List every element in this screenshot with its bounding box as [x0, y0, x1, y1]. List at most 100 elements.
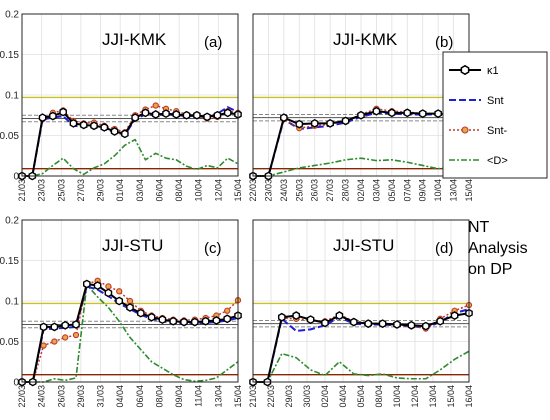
- axes-frame: [21, 219, 239, 383]
- point-sntm: [224, 307, 231, 314]
- legend-marker-kappa1: [460, 64, 470, 76]
- panel-letter: (c): [204, 240, 222, 257]
- y-tick-label: 0.2: [5, 10, 19, 21]
- panel-letter: (a): [204, 34, 222, 51]
- point-kappa1: [280, 113, 288, 123]
- x-tick-label: 04/04: [338, 385, 348, 408]
- legend-label-snt: Snt: [487, 95, 504, 107]
- x-tick-label: 27/03: [76, 179, 86, 202]
- x-tick-label: 15/04: [464, 179, 474, 202]
- y-tick-label: 0.1: [5, 297, 19, 308]
- x-tick-label: 10/04: [194, 179, 204, 202]
- x-tick-label: 23/03: [263, 179, 273, 202]
- x-tick-label: 03/04: [371, 179, 381, 202]
- point-kappa1: [201, 316, 210, 326]
- point-kappa1: [72, 320, 80, 329]
- x-tick-label: 25/03: [294, 179, 304, 202]
- point-kappa1: [434, 109, 442, 119]
- point-kappa1: [357, 110, 365, 120]
- point-kappa1: [151, 110, 160, 119]
- point-kappa1: [59, 107, 67, 117]
- point-kappa1: [321, 318, 329, 328]
- point-kappa1: [436, 316, 445, 326]
- point-kappa1: [141, 108, 150, 118]
- point-kappa1: [147, 312, 156, 322]
- x-tick-label: 24/03: [279, 179, 289, 202]
- point-sntm: [72, 331, 80, 339]
- point-kappa1: [277, 312, 286, 322]
- point-kappa1: [38, 113, 47, 123]
- x-tick-label: 31/03: [96, 385, 106, 408]
- x-tick-label: 02/04: [356, 179, 366, 202]
- panel-title: JJI-KMK: [102, 30, 167, 49]
- point-kappa1: [100, 122, 109, 132]
- x-tick-label: 06/04: [154, 179, 164, 202]
- x-tick-label: 10/04: [433, 179, 443, 202]
- x-tick-label: 23/03: [37, 179, 47, 202]
- point-kappa1: [335, 311, 344, 320]
- side-note-line-3: on DP: [468, 261, 512, 278]
- x-tick-label: 06/04: [135, 385, 145, 408]
- y-tick-label: 0.15: [0, 50, 19, 61]
- x-tick-label: 09/04: [174, 385, 184, 408]
- side-note-line-1: NT: [468, 219, 490, 236]
- point-kappa1: [39, 322, 48, 332]
- x-tick-label: 29/03: [284, 385, 294, 408]
- point-kappa1: [126, 303, 134, 312]
- panel-letter: (d): [435, 240, 453, 257]
- series-line-kappa1: [253, 312, 470, 383]
- point-kappa1: [136, 308, 145, 318]
- legend-label-kappa1: κ1: [487, 65, 499, 77]
- point-kappa1: [223, 108, 232, 118]
- point-kappa1: [131, 113, 139, 123]
- panel-a: 0 0.05 0.1 0.15 0.2 21/03 23/03 25/03 27/03 29/03…: [0, 10, 243, 202]
- point-kappa1: [182, 110, 191, 120]
- point-kappa1: [326, 118, 334, 128]
- x-tick-label: 08/04: [374, 385, 384, 408]
- x-tick-label: 13/04: [213, 385, 223, 408]
- x-tick-label: 10/04: [392, 385, 402, 408]
- point-kappa1: [110, 127, 119, 136]
- point-kappa1: [372, 106, 381, 116]
- x-tick-label: 21/03: [17, 179, 27, 202]
- axes-frame: [252, 219, 470, 383]
- series-line-d: [253, 350, 470, 383]
- x-tick-label: 26/03: [56, 385, 66, 408]
- x-tick-label: 15/04: [446, 385, 456, 408]
- point-kappa1: [213, 110, 222, 120]
- point-kappa1: [407, 320, 416, 330]
- y-tick-label: 0.2: [5, 216, 19, 227]
- panel-title: JJI-KMK: [333, 30, 398, 49]
- point-kappa1: [169, 316, 178, 326]
- point-kappa1: [212, 316, 221, 325]
- panel-d: 21/03 22/03 29/03 30/03 02/04 04/04 05/04 08/04…: [248, 219, 474, 408]
- point-kappa1: [295, 119, 304, 129]
- point-kappa1: [190, 317, 199, 327]
- point-kappa1: [378, 319, 387, 329]
- panel-title: JJI-STU: [333, 236, 394, 255]
- point-kappa1: [223, 314, 232, 324]
- series-line-d: [22, 138, 239, 177]
- x-tick-label: 12/04: [213, 179, 223, 202]
- x-tick-label: 22/03: [248, 179, 258, 202]
- x-tick-label: 11/04: [194, 385, 204, 407]
- y-tick-label: 0.05: [0, 337, 19, 348]
- point-kappa1: [388, 108, 396, 118]
- x-tick-label: 15/04: [233, 179, 243, 202]
- panel-b: 22/03 23/03 24/03 25/03 26/03 27/03 28/03 02/04…: [248, 13, 474, 202]
- point-kappa1: [418, 109, 427, 119]
- legend-box: [442, 51, 548, 179]
- x-tick-label: 02/04: [320, 385, 330, 408]
- x-tick-label: 07/04: [402, 179, 412, 202]
- point-kappa1: [79, 120, 88, 130]
- point-kappa1: [341, 116, 350, 126]
- point-kappa1: [50, 322, 59, 332]
- x-tick-label: 15/04: [233, 385, 243, 408]
- series-line-kappa1: [22, 111, 239, 177]
- point-kappa1: [61, 320, 70, 330]
- point-kappa1: [115, 296, 124, 306]
- point-kappa1: [306, 315, 315, 325]
- x-tick-label: 29/03: [96, 179, 106, 202]
- point-kappa1: [158, 315, 167, 325]
- x-tick-label: 09/04: [418, 179, 428, 202]
